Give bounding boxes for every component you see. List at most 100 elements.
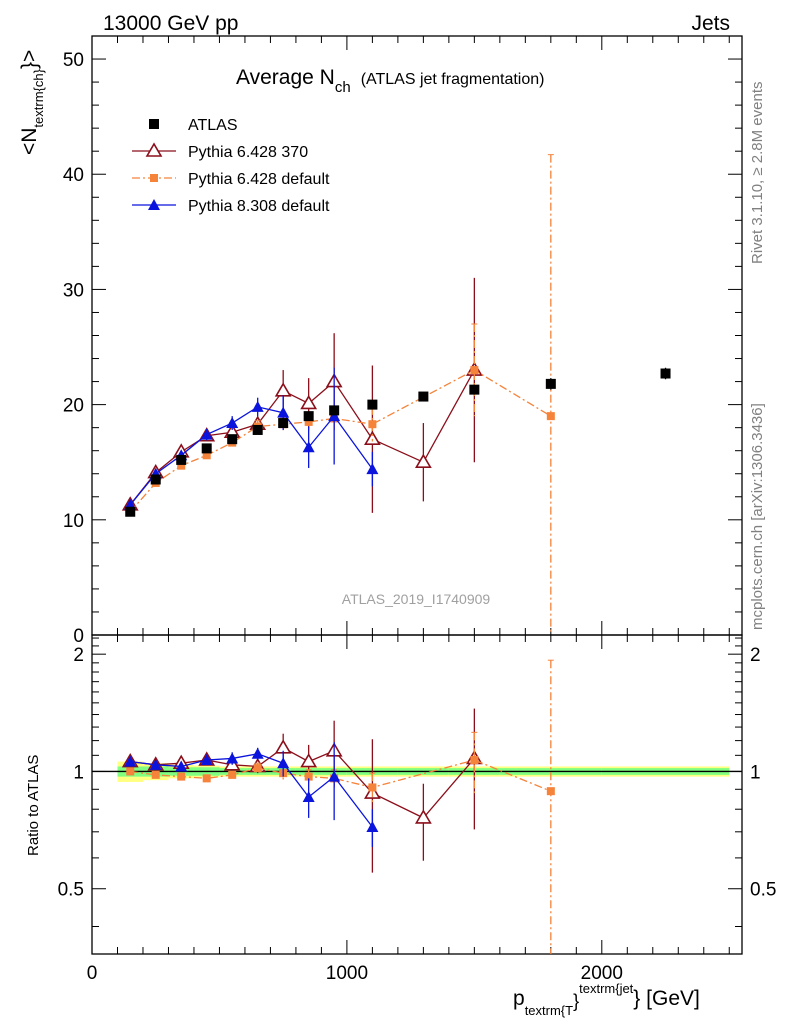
ratio-point	[304, 772, 313, 781]
ratio-point	[202, 774, 211, 783]
main-point	[363, 430, 381, 445]
main-point	[304, 417, 313, 426]
main-ytick-label: 50	[63, 50, 84, 71]
ratio-ytick-label-right: 2	[750, 645, 761, 666]
ratio-ytick-label: 1	[73, 762, 84, 783]
ratio-xlabel-end: } [GeV]	[633, 987, 700, 1010]
main-series-p6_default	[126, 154, 555, 635]
main-ticks-layer: 0 10 20 30 40 50	[63, 35, 742, 647]
main-point	[367, 399, 378, 410]
ratio-point	[277, 757, 290, 769]
ratio-ylabel: Ratio to ATLAS	[25, 755, 42, 856]
ratio-point	[177, 772, 186, 781]
main-point	[366, 463, 379, 475]
main-series-data	[125, 367, 671, 517]
ratio-plot-frame	[91, 634, 743, 955]
main-point	[202, 451, 211, 460]
ratio-series-p6_370	[121, 708, 483, 873]
main-point	[469, 384, 480, 395]
main-point	[545, 378, 556, 389]
main-point	[414, 453, 432, 469]
legend-label: Pythia 6.428 370	[188, 144, 308, 161]
ratio-xlabel-sub: textrm{T	[525, 1003, 573, 1018]
main-point	[302, 441, 315, 453]
ratio-point	[253, 764, 262, 773]
main-ytick-label: 20	[63, 396, 84, 417]
main-point	[227, 434, 238, 445]
ratio-xlabel-mid: }	[573, 991, 579, 1011]
ratio-ytick-label-right: 0.5	[750, 880, 776, 901]
main-line	[129, 369, 552, 513]
main-point	[329, 405, 340, 416]
ratio-xtick-label: 2000	[581, 963, 623, 984]
ratio-point	[300, 753, 318, 768]
main-title-rest: (ATLAS jet fragmentation)	[361, 71, 545, 88]
main-ytick-label: 30	[63, 280, 84, 301]
legend: ATLAS Pythia 6.428 370 Pythia 6.428 defaul…	[132, 117, 330, 215]
main-point	[660, 368, 671, 379]
main-point	[418, 391, 429, 402]
main-point	[200, 428, 213, 440]
main-ytick-label: 0	[73, 626, 84, 647]
main-series-layer	[121, 154, 671, 635]
header-right-label: Jets	[691, 12, 730, 35]
rivet-label: Rivet 3.1.10, ≥ 2.8M events	[749, 82, 766, 265]
main-ytick-label: 10	[63, 511, 84, 532]
main-point	[300, 394, 318, 410]
main-ylabel-sub: textrm{ch}	[31, 68, 46, 127]
main-point	[303, 411, 314, 422]
ratio-point	[226, 752, 239, 764]
ratio-xtick-label: 0	[87, 963, 98, 984]
main-point	[251, 400, 264, 412]
main-point	[150, 474, 161, 485]
ratio-series-p6_default	[126, 659, 555, 954]
main-ylabel-main: <N	[18, 128, 41, 155]
ratio-point	[251, 747, 264, 759]
header-left-label: 13000 GeV pp	[103, 12, 238, 35]
legend-label: ATLAS	[188, 117, 238, 134]
ratio-point	[414, 809, 432, 824]
ratio-point	[126, 767, 135, 776]
ratio-series-layer	[121, 659, 555, 954]
ratio-ytick-label-right: 1	[750, 762, 761, 783]
ratio-line	[130, 753, 373, 828]
main-plot-panel: 0 10 20 30 40 50 Average Nch (ATLAS jet fragme…	[18, 35, 743, 647]
ratio-xlabel-main: p	[513, 987, 525, 1010]
ratio-point	[228, 770, 237, 779]
main-point	[125, 506, 136, 517]
legend-marker	[150, 174, 158, 182]
ratio-point	[149, 758, 162, 770]
main-point	[278, 418, 289, 429]
ratio-point	[546, 787, 555, 796]
ratio-line	[130, 759, 552, 792]
legend-marker	[149, 119, 159, 129]
main-ylabel: <Ntextrm{ch}}>	[18, 50, 46, 155]
ratio-point	[124, 755, 137, 767]
ratio-series-p8_default	[124, 742, 379, 847]
main-title-sub: ch	[335, 79, 351, 96]
legend-label: Pythia 6.428 default	[188, 171, 330, 188]
ratio-point	[328, 770, 341, 782]
main-series-p8_default	[124, 367, 379, 510]
ratio-point	[151, 770, 160, 779]
main-point	[274, 382, 292, 397]
main-point	[177, 461, 186, 470]
main-point	[277, 406, 290, 418]
main-point	[226, 417, 239, 429]
ratio-plot-panel: 0.5 0.51 12 20 1000 2000 Ratio to ATLAS ptext…	[25, 634, 776, 1018]
ratio-xtick-label: 1000	[326, 963, 368, 984]
legend-marker	[145, 142, 163, 157]
ratio-point	[175, 760, 188, 772]
ratio-ticks-layer: 0.5 0.5 1 1 2 2 0 1000 2000	[58, 635, 776, 984]
main-ylabel-end: }>	[18, 50, 41, 69]
main-title: Average Nch (ATLAS jet fragmentation)	[236, 66, 544, 96]
analysis-watermark: ATLAS_2019_I1740909	[342, 591, 491, 607]
ratio-point	[366, 821, 379, 833]
main-point	[252, 424, 263, 435]
main-line	[129, 406, 373, 506]
main-ytick-label: 40	[63, 165, 84, 186]
main-point	[368, 420, 377, 429]
ratio-point	[368, 783, 377, 792]
main-point	[201, 443, 212, 454]
